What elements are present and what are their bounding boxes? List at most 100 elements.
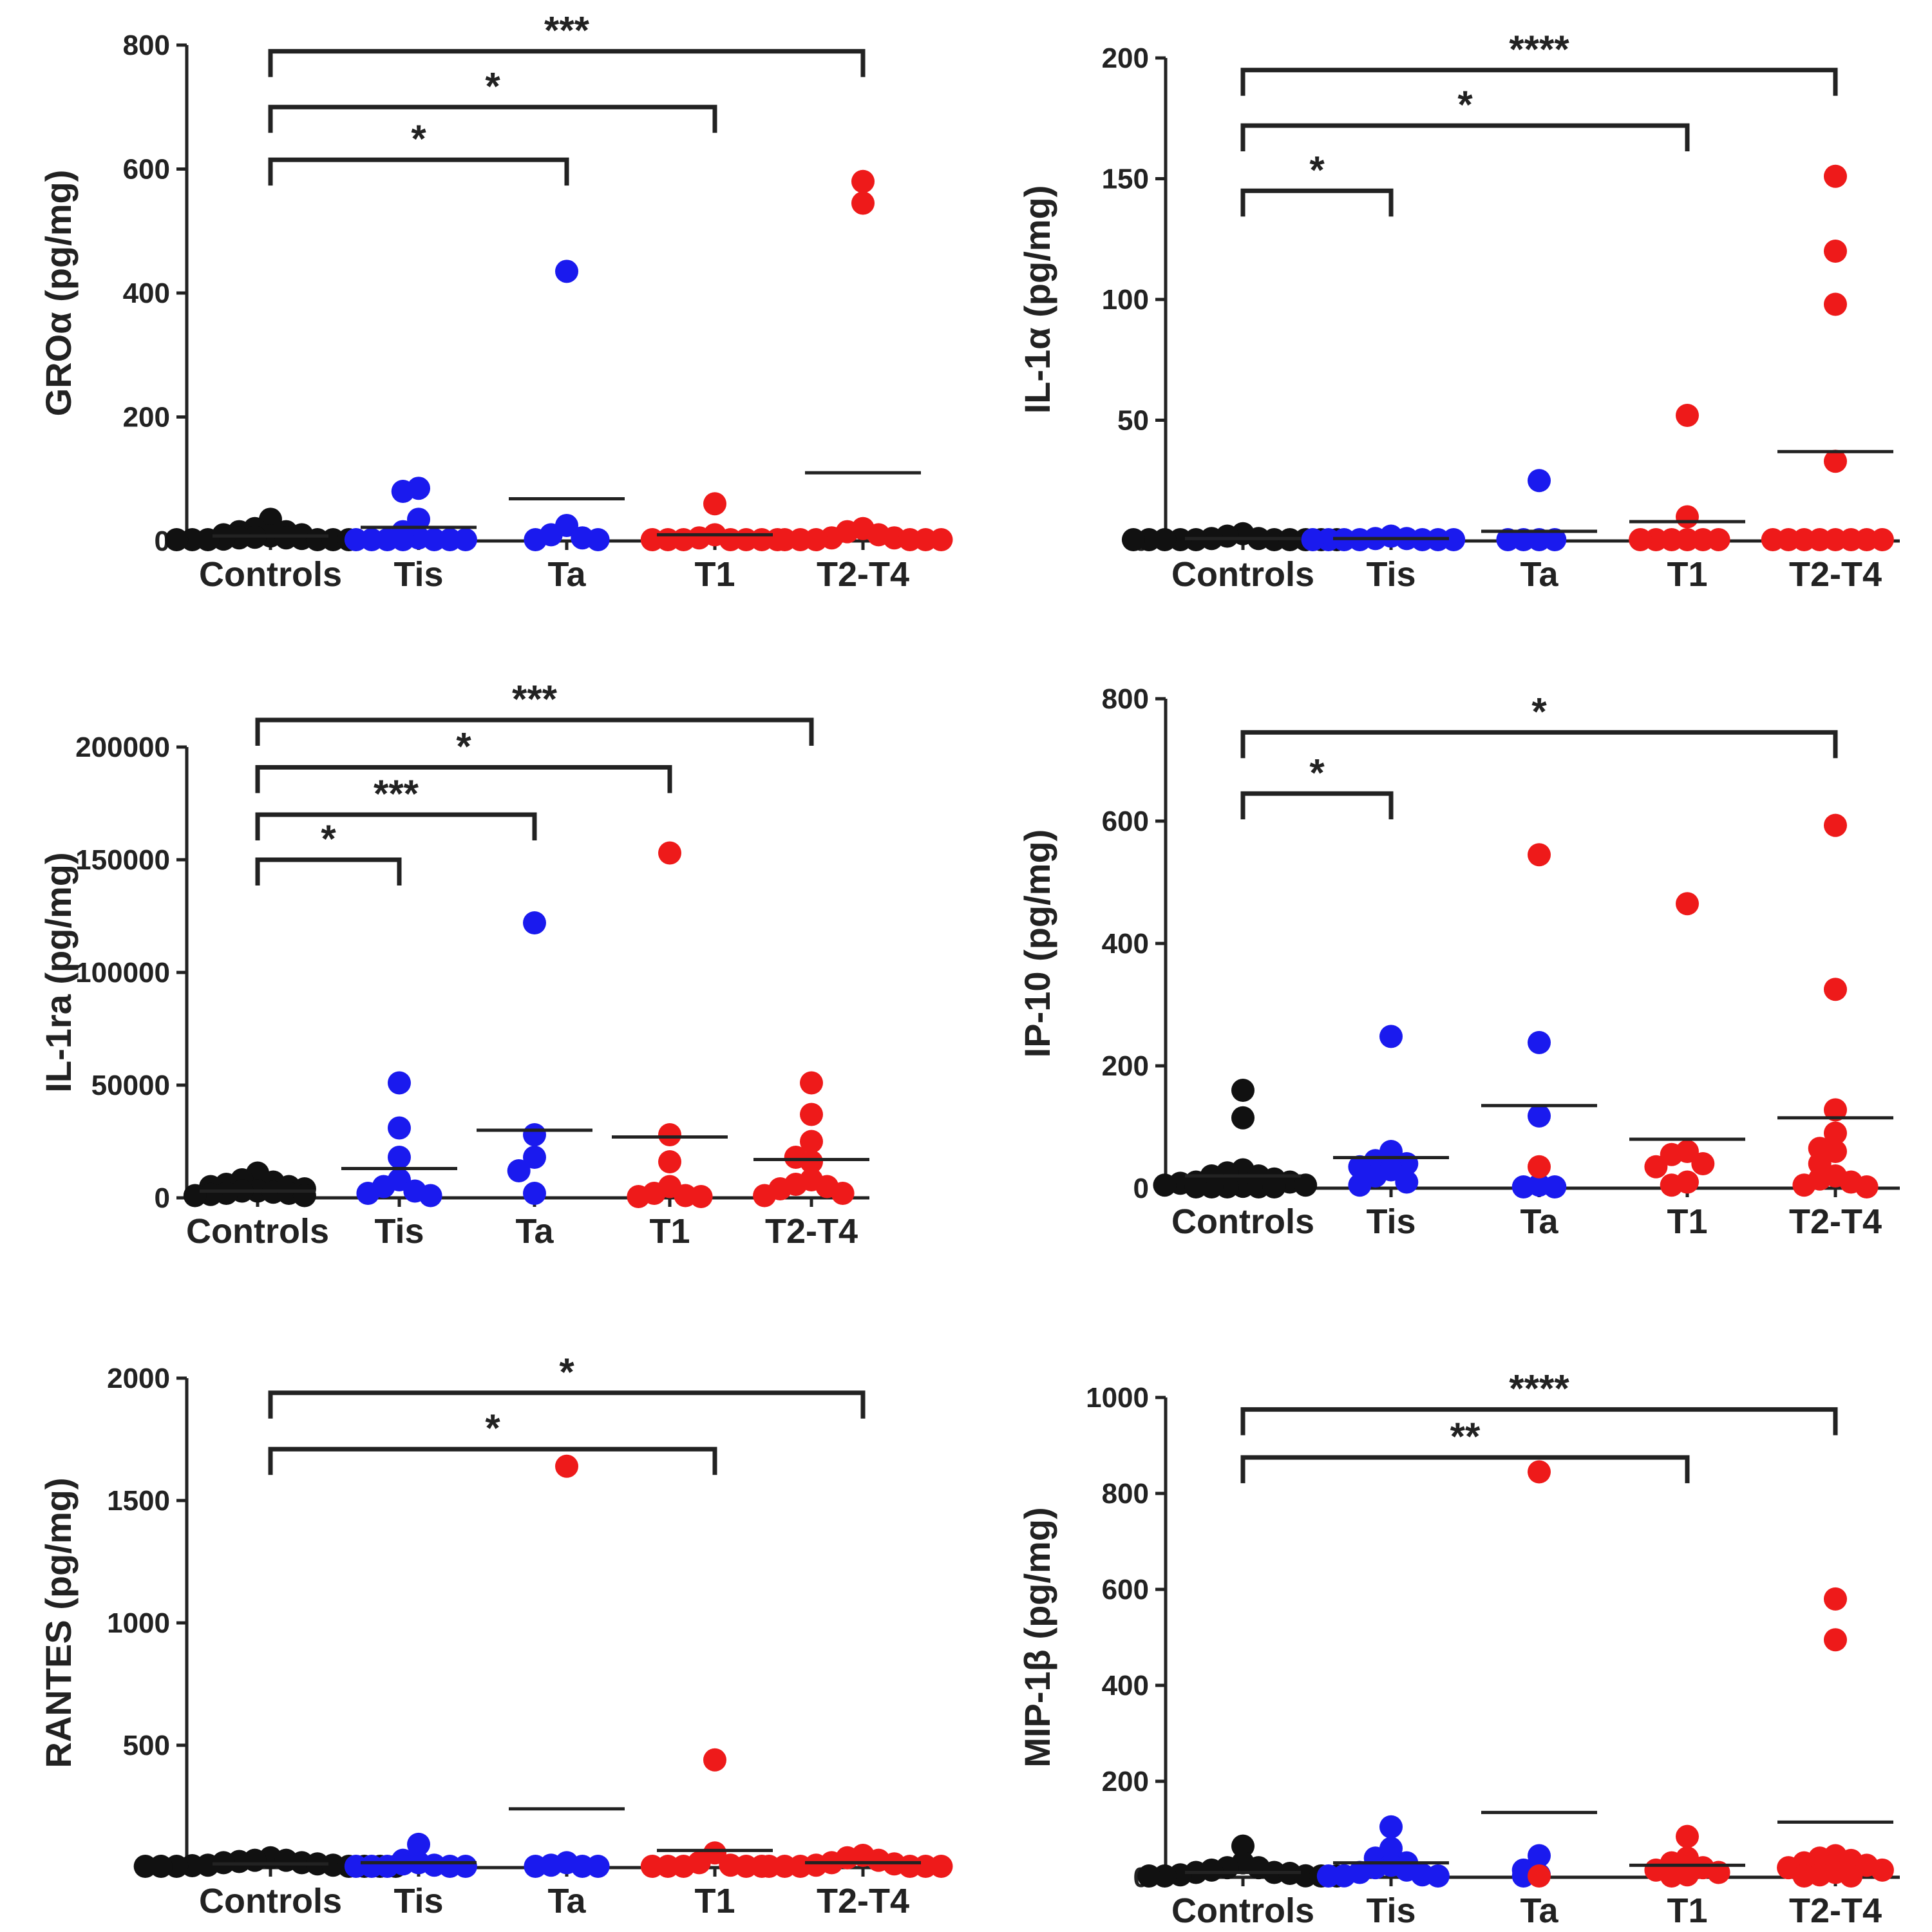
significance-bracket bbox=[1240, 1407, 1838, 1435]
data-point-t1 bbox=[627, 1185, 650, 1208]
data-point-ta bbox=[523, 1182, 546, 1205]
data-point-ta bbox=[555, 1454, 578, 1478]
data-point-tis bbox=[388, 1116, 411, 1140]
y-tick-label: 200 bbox=[123, 402, 170, 433]
data-point-ta bbox=[1528, 469, 1551, 493]
data-point-tis bbox=[1379, 1815, 1403, 1839]
data-point-tis bbox=[453, 1855, 477, 1878]
x-tick-label-t2-t4: T2-T4 bbox=[1789, 1202, 1882, 1241]
data-point-t2-t4 bbox=[1824, 1140, 1847, 1163]
chart-panel-il1a: 050100150200IL-1α (pg/mg)ControlsTisTaT1… bbox=[1017, 28, 1900, 594]
data-point-ta bbox=[555, 260, 578, 283]
y-axis-label: RANTES (pg/mg) bbox=[38, 1477, 79, 1768]
y-tick-label: 50000 bbox=[91, 1070, 170, 1101]
chart-panel-mip1b: 02004006008001000MIP-1β (pg/mg)ControlsT… bbox=[1017, 1367, 1900, 1930]
data-point-tis bbox=[453, 528, 477, 551]
data-point-ta bbox=[1528, 1155, 1551, 1179]
data-point-tis bbox=[1348, 1173, 1372, 1197]
significance-bracket bbox=[268, 1390, 866, 1419]
data-point-t2-t4 bbox=[1824, 1121, 1847, 1145]
data-point-t1 bbox=[1644, 1155, 1668, 1179]
significance-bracket bbox=[255, 765, 672, 793]
x-tick-label-ta: Ta bbox=[1520, 1891, 1558, 1930]
y-tick-label: 600 bbox=[1102, 1574, 1149, 1605]
significance-label: * bbox=[559, 1350, 574, 1394]
x-tick-label-t2-t4: T2-T4 bbox=[765, 1212, 858, 1251]
x-tick-label-tis: Tis bbox=[374, 1212, 424, 1251]
y-tick-label: 1000 bbox=[107, 1607, 170, 1639]
data-point-controls bbox=[1294, 1173, 1318, 1197]
significance-label: * bbox=[1457, 83, 1473, 126]
data-point-ta bbox=[524, 528, 547, 551]
x-tick-label-tis: Tis bbox=[1366, 555, 1416, 594]
data-point-tis bbox=[388, 1146, 411, 1169]
significance-label: *** bbox=[544, 9, 590, 52]
data-point-t1 bbox=[1676, 404, 1699, 427]
data-point-controls bbox=[1121, 528, 1145, 551]
significance-bracket bbox=[1240, 791, 1394, 820]
y-axis-label: IL-1α (pg/mg) bbox=[1017, 185, 1057, 414]
data-point-controls bbox=[1231, 1079, 1255, 1102]
y-tick-label: 200 bbox=[1102, 1766, 1149, 1797]
significance-bracket bbox=[268, 1446, 717, 1475]
data-point-t1 bbox=[658, 1150, 681, 1173]
data-point-t1 bbox=[1707, 528, 1730, 551]
significance-bracket bbox=[268, 157, 569, 186]
data-point-controls bbox=[1231, 1106, 1255, 1130]
significance-bracket bbox=[255, 857, 402, 886]
data-point-ta bbox=[524, 1855, 547, 1878]
data-point-ta bbox=[1528, 1864, 1551, 1888]
y-tick-label: 200 bbox=[1102, 1050, 1149, 1082]
data-point-t2-t4 bbox=[1824, 978, 1847, 1001]
significance-label: * bbox=[485, 64, 500, 108]
y-tick-label: 0 bbox=[1133, 1173, 1149, 1204]
data-point-ta bbox=[1528, 1844, 1551, 1868]
y-tick-label: 800 bbox=[1102, 1478, 1149, 1510]
significance-label: * bbox=[485, 1406, 500, 1450]
significance-bracket bbox=[1240, 1455, 1690, 1484]
data-point-t2-t4 bbox=[929, 528, 953, 551]
data-point-t1 bbox=[1660, 1142, 1683, 1166]
data-point-controls bbox=[1184, 1175, 1208, 1198]
data-point-ta bbox=[1511, 1175, 1535, 1198]
x-tick-label-t2-t4: T2-T4 bbox=[1789, 1891, 1882, 1930]
x-tick-label-t2-t4: T2-T4 bbox=[817, 1882, 909, 1920]
significance-bracket bbox=[1240, 123, 1690, 151]
data-point-t2-t4 bbox=[831, 1182, 855, 1205]
x-tick-label-t2-t4: T2-T4 bbox=[817, 555, 909, 594]
chart-panel-rantes: 0500100015002000RANTES (pg/mg)ControlsTi… bbox=[38, 1350, 953, 1920]
significance-label: *** bbox=[374, 772, 419, 815]
data-point-t1 bbox=[703, 1748, 726, 1772]
y-tick-label: 50 bbox=[1117, 405, 1149, 437]
data-point-t1 bbox=[640, 1855, 664, 1878]
x-tick-label-tis: Tis bbox=[393, 1882, 443, 1920]
x-tick-label-t1: T1 bbox=[694, 555, 735, 594]
data-point-t1 bbox=[1691, 1152, 1715, 1175]
data-point-ta bbox=[1528, 1460, 1551, 1484]
y-tick-label: 400 bbox=[123, 278, 170, 309]
data-point-t2-t4 bbox=[757, 1855, 781, 1878]
data-point-ta bbox=[1543, 1175, 1567, 1198]
significance-label: * bbox=[1309, 148, 1325, 191]
x-tick-label-ta: Ta bbox=[1520, 555, 1558, 594]
data-point-t2-t4 bbox=[1792, 1864, 1816, 1888]
y-axis-label: MIP-1β (pg/mg) bbox=[1017, 1507, 1057, 1767]
data-point-ta bbox=[1528, 1104, 1551, 1128]
y-tick-label: 800 bbox=[123, 30, 170, 61]
x-tick-label-tis: Tis bbox=[1366, 1891, 1416, 1930]
data-point-t1 bbox=[1660, 1864, 1683, 1888]
data-point-controls bbox=[1231, 1834, 1255, 1858]
data-point-ta bbox=[1496, 528, 1520, 551]
y-tick-label: 100 bbox=[1102, 284, 1149, 316]
x-tick-label-t1: T1 bbox=[1667, 1891, 1707, 1930]
y-axis-label: IL-1ra (pg/mg) bbox=[38, 852, 79, 1092]
significance-label: *** bbox=[512, 677, 558, 721]
significance-label: * bbox=[411, 117, 426, 160]
chart-panel-il1ra: 0 50000 100000 150000 200000 IL-1ra (pg/mg) Co… bbox=[38, 677, 869, 1251]
data-point-t2-t4 bbox=[800, 1150, 823, 1173]
y-tick-label: 400 bbox=[1102, 1670, 1149, 1701]
x-tick-label-ta: Ta bbox=[547, 555, 586, 594]
data-point-t2-t4 bbox=[1824, 240, 1847, 263]
x-tick-label-controls: Controls bbox=[199, 1882, 342, 1920]
data-point-t2-t4 bbox=[929, 1855, 953, 1878]
